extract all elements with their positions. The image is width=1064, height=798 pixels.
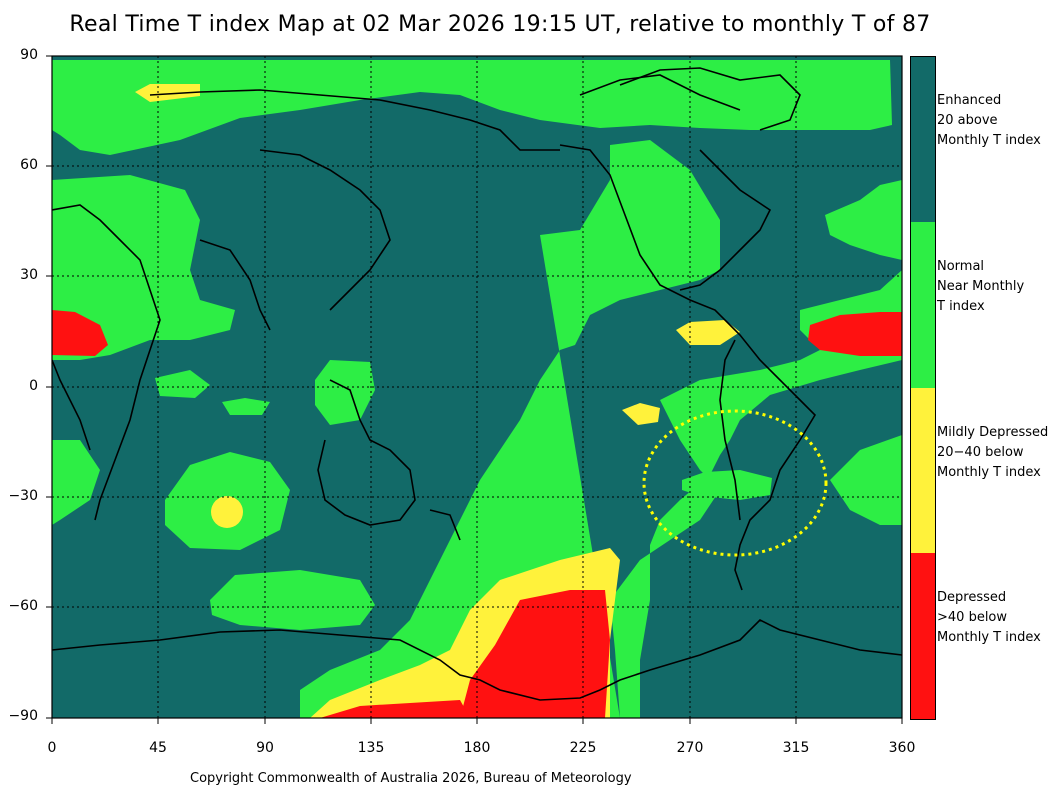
lon-label-90: 90: [256, 740, 274, 756]
legend-swatch-normal: [911, 222, 935, 388]
legend-label-enhanced: Enhanced 20 above Monthly T index: [937, 93, 1041, 148]
lon-label-315: 315: [782, 740, 810, 756]
lon-label-270: 270: [676, 740, 704, 756]
depressed-regions: [52, 310, 902, 718]
coastlines: [52, 67, 902, 701]
legend-label-normal: Normal Near Monthly T index: [937, 259, 1025, 314]
lat-label-minus90: −90: [8, 708, 38, 724]
lon-label-225: 225: [569, 740, 597, 756]
legend-label-mild: Mildly Depressed 20−40 below Monthly T i…: [937, 425, 1049, 480]
normal-regions: [52, 60, 902, 718]
lon-label-180: 180: [463, 740, 491, 756]
lon-label-135: 135: [357, 740, 385, 756]
map-title: Real Time T index Map at 02 Mar 2026 19:…: [69, 12, 931, 37]
lat-label-minus30: −30: [8, 488, 38, 504]
legend-colorbar: [910, 56, 936, 720]
lon-label-45: 45: [149, 740, 167, 756]
legend-swatch-mild: [911, 388, 935, 553]
lat-label-30: 30: [20, 267, 38, 283]
legend-label-depressed: Depressed >40 below Monthly T index: [937, 590, 1041, 645]
tick-marks: [46, 55, 903, 724]
lon-label-360: 360: [888, 740, 916, 756]
lat-label-minus60: −60: [8, 598, 38, 614]
copyright-notice: Copyright Commonwealth of Australia 2026…: [190, 771, 632, 786]
grid: [52, 56, 902, 718]
highlight-ellipse: [642, 409, 828, 557]
legend-swatch-depressed: [911, 553, 935, 719]
legend-swatch-enhanced: [911, 57, 935, 222]
lat-label-90: 90: [20, 47, 38, 63]
lon-label-0: 0: [47, 740, 57, 756]
lat-label-60: 60: [20, 157, 38, 173]
lat-label-0: 0: [29, 378, 38, 394]
